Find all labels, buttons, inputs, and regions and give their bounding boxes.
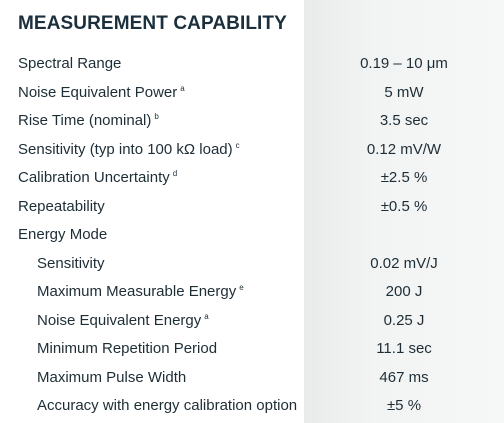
spec-label: Noise Equivalent Energy a bbox=[37, 311, 209, 329]
spec-row: Rise Time (nominal) b 3.5 sec bbox=[0, 107, 504, 136]
spec-row: Maximum Pulse Width 467 ms bbox=[0, 364, 504, 393]
spec-label: Energy Mode bbox=[18, 226, 108, 243]
spec-group-heading: Energy Mode bbox=[0, 221, 504, 250]
value-column-background bbox=[304, 0, 504, 423]
spec-value: 467 ms bbox=[379, 368, 429, 386]
section-title: MEASUREMENT CAPABILITY bbox=[18, 13, 287, 34]
spec-row: Noise Equivalent Energy a 0.25 J bbox=[0, 307, 504, 336]
spec-label: Sensitivity bbox=[37, 254, 105, 272]
footnote-marker: c bbox=[235, 140, 240, 150]
footnote-marker: a bbox=[204, 311, 209, 321]
footnote-marker: d bbox=[172, 169, 178, 178]
spec-label: Rise Time (nominal) b bbox=[18, 112, 159, 129]
spec-value: 11.1 sec bbox=[376, 340, 432, 357]
footnote-marker: e bbox=[239, 283, 244, 292]
spec-value: ±2.5 % bbox=[380, 169, 428, 186]
spec-rows: Spectral Range 0.19 – 10 μm Noise Equiva… bbox=[0, 50, 504, 421]
spec-value: 0.19 – 10 μm bbox=[360, 55, 448, 72]
spec-label: Accuracy with energy calibration option bbox=[37, 397, 298, 414]
spec-row: Sensitivity (typ into 100 kΩ load) c 0.12… bbox=[0, 136, 504, 165]
spec-value: ±0.5 % bbox=[380, 197, 428, 215]
spec-value: 200 J bbox=[385, 283, 423, 300]
spec-label: Sensitivity (typ into 100 kΩ load) c bbox=[18, 140, 240, 158]
spec-value: ±5 % bbox=[386, 397, 422, 414]
spec-row: Noise Equivalent Power a 5 mW bbox=[0, 79, 504, 108]
spec-value: 3.5 sec bbox=[379, 112, 429, 129]
spec-row: Maximum Measurable Energy e 200 J bbox=[0, 278, 504, 307]
spec-row: Calibration Uncertainty d ±2.5 % bbox=[0, 164, 504, 193]
spec-label: Noise Equivalent Power a bbox=[18, 83, 185, 101]
spec-value: 0.12 mV/W bbox=[366, 140, 442, 158]
spec-row: Sensitivity 0.02 mV/J bbox=[0, 250, 504, 279]
footnote-marker: a bbox=[180, 83, 185, 93]
spec-row: Minimum Repetition Period 11.1 sec bbox=[0, 335, 504, 364]
spec-label: Calibration Uncertainty d bbox=[18, 169, 178, 186]
spec-label: Repeatability bbox=[18, 197, 105, 215]
spec-label: Spectral Range bbox=[18, 55, 122, 72]
spec-value: 0.25 J bbox=[383, 311, 425, 329]
spec-label: Maximum Measurable Energy e bbox=[37, 283, 244, 300]
spec-label: Minimum Repetition Period bbox=[37, 340, 218, 357]
footnote-marker: b bbox=[154, 112, 159, 121]
spec-label: Maximum Pulse Width bbox=[37, 368, 187, 386]
spec-row: Repeatability ±0.5 % bbox=[0, 193, 504, 222]
spec-row: Spectral Range 0.19 – 10 μm bbox=[0, 50, 504, 79]
spec-value: 5 mW bbox=[384, 83, 424, 101]
spec-row: Accuracy with energy calibration option … bbox=[0, 392, 504, 421]
spec-value: 0.02 mV/J bbox=[370, 254, 438, 272]
